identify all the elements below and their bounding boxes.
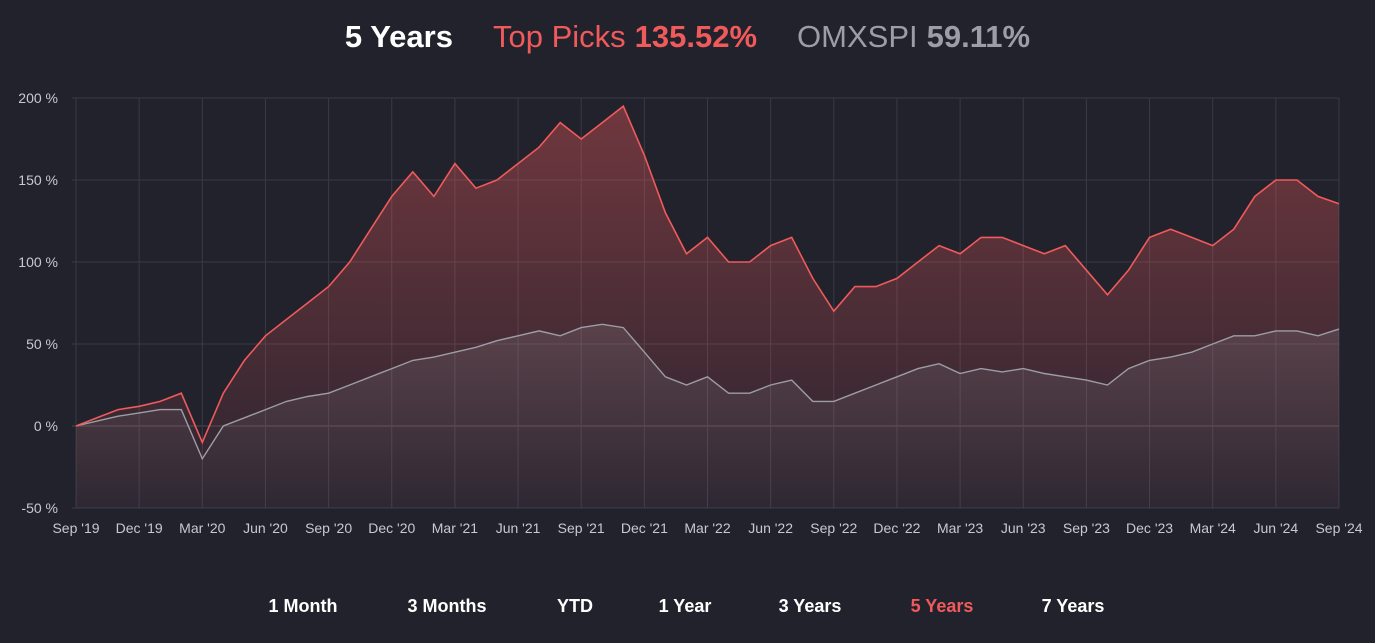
y-tick-label: 0 % <box>34 418 58 434</box>
omxspi-line <box>75 323 1340 461</box>
x-tick-label: Dec '22 <box>873 520 920 536</box>
range-1-year[interactable]: 1 Year <box>620 592 750 621</box>
range-selector: 1 Month 3 Months YTD 1 Year 3 Years 5 Years 7 … <box>0 592 1375 622</box>
top-picks-value: 135.52% <box>634 19 758 54</box>
x-tick-label: Dec '21 <box>621 520 668 536</box>
period-title: 5 Years <box>344 19 453 54</box>
x-tick-label: Sep '24 <box>1315 520 1362 536</box>
top-picks-label: Top Picks <box>492 19 626 54</box>
x-tick-label: Mar '21 <box>432 520 478 536</box>
top-picks-line <box>75 104 1340 445</box>
range-7-years[interactable]: 7 Years <box>1008 592 1138 621</box>
y-tick-label: 150 % <box>18 172 58 188</box>
y-tick-label: 100 % <box>18 254 58 270</box>
x-tick-label: Mar '22 <box>684 520 730 536</box>
range-ytd[interactable]: YTD <box>510 592 640 621</box>
top-picks-summary: Top Picks 135.52% <box>493 19 757 55</box>
x-axis: Sep '19 Dec '19 Mar '20 Jun '20 Sep '20 Dec '… <box>52 520 1362 536</box>
x-tick-label: Sep '20 <box>305 520 352 536</box>
x-tick-label: Dec '23 <box>1126 520 1173 536</box>
x-tick-label: Mar '24 <box>1190 520 1236 536</box>
x-tick-label: Jun '24 <box>1253 520 1298 536</box>
y-axis: 200 % 150 % 100 % 50 % 0 % -50 % <box>18 90 58 516</box>
x-tick-label: Sep '21 <box>558 520 605 536</box>
x-tick-label: Mar '23 <box>937 520 983 536</box>
omxspi-label: OMXSPI <box>797 19 918 54</box>
omxspi-area <box>76 324 1339 508</box>
y-tick-label: -50 % <box>21 500 58 516</box>
range-1-month[interactable]: 1 Month <box>238 592 368 621</box>
range-5-years[interactable]: 5 Years <box>877 592 1007 621</box>
x-tick-label: Jun '21 <box>496 520 541 536</box>
y-tick-label: 50 % <box>26 336 58 352</box>
range-3-years[interactable]: 3 Years <box>745 592 875 621</box>
x-tick-label: Dec '19 <box>116 520 163 536</box>
x-tick-label: Sep '19 <box>52 520 99 536</box>
x-tick-label: Jun '23 <box>1001 520 1046 536</box>
x-tick-label: Jun '20 <box>243 520 288 536</box>
omxspi-value: 59.11% <box>926 19 1031 54</box>
x-tick-label: Sep '22 <box>810 520 857 536</box>
x-tick-label: Mar '20 <box>179 520 225 536</box>
performance-chart: 200 % 150 % 100 % 50 % 0 % -50 % Sep '19 Dec '… <box>18 90 1362 536</box>
range-3-months[interactable]: 3 Months <box>382 592 512 621</box>
x-tick-label: Jun '22 <box>748 520 793 536</box>
omxspi-summary: OMXSPI 59.11% <box>797 19 1030 55</box>
chart-header: 5 Years Top Picks 135.52% OMXSPI 59.11% <box>0 14 1375 60</box>
y-tick-label: 200 % <box>18 90 58 106</box>
x-tick-label: Sep '23 <box>1063 520 1110 536</box>
x-tick-label: Dec '20 <box>368 520 415 536</box>
